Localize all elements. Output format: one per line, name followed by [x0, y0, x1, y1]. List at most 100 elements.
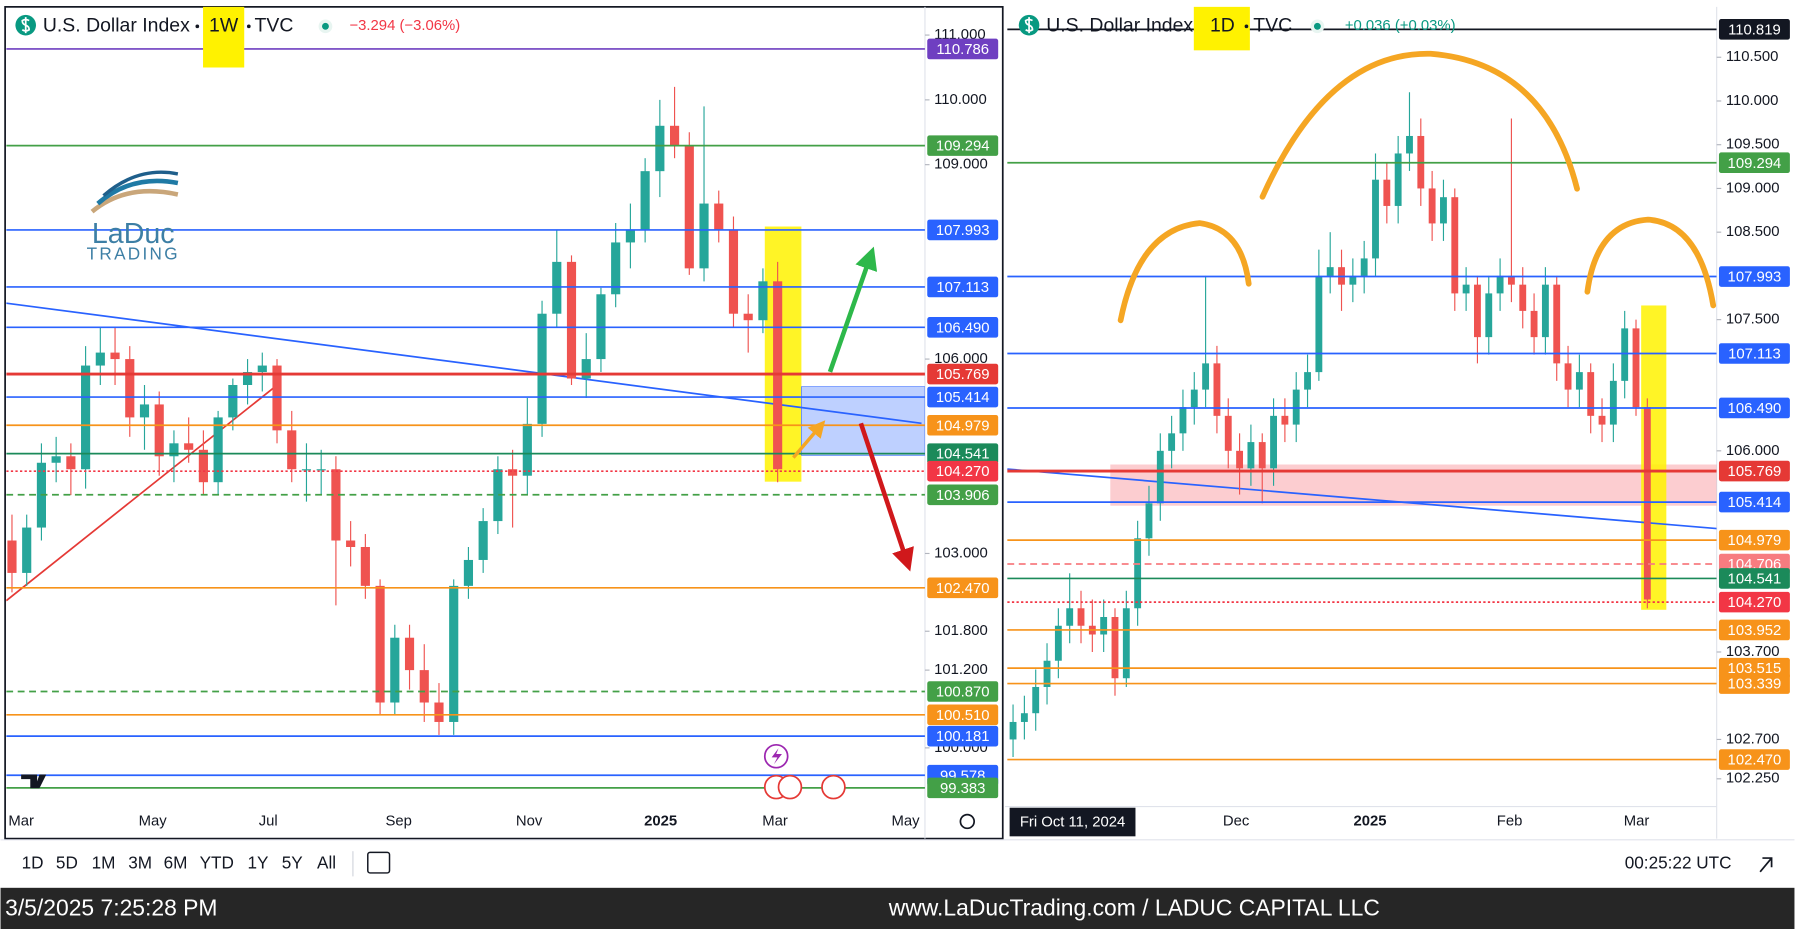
expand-icon[interactable]: [1759, 857, 1773, 873]
candle-body: [728, 229, 739, 314]
candle-body: [699, 203, 709, 269]
candle-body: [1032, 686, 1040, 714]
y-tick-label: 110.000: [934, 92, 987, 108]
candle-body: [1451, 197, 1459, 294]
candle-body: [110, 352, 120, 360]
status-dot: [1313, 22, 1321, 30]
range-button[interactable]: 6M: [164, 852, 188, 872]
candle-body: [154, 404, 164, 457]
symbol-icon: [21, 17, 30, 34]
x-tick-label: 2025: [1353, 813, 1386, 829]
price-tag: [1718, 266, 1790, 287]
price-tag: [927, 386, 999, 408]
price-tag: [927, 681, 999, 702]
candle-body: [95, 352, 105, 366]
price-tag-label: 103.515: [1728, 661, 1782, 677]
price-tag-label: 109.294: [936, 139, 990, 155]
price-tag-label: 103.952: [1728, 623, 1782, 639]
right-header: U.S. Dollar Index 1D TVC +0.036 (+0.03%): [1018, 6, 1456, 51]
event-icon: [771, 748, 782, 765]
y-tick-label: 103.700: [1726, 644, 1780, 660]
candle-body: [1564, 363, 1572, 390]
price-tag-label: 104.979: [936, 418, 990, 434]
candle-body: [1236, 450, 1244, 469]
left-header: U.S. Dollar Index 1W TVC −3.294 (−3.06%): [15, 6, 460, 68]
interval[interactable]: 1W: [209, 14, 239, 36]
price-tag-label: 107.113: [1728, 347, 1781, 363]
candle-body: [1111, 617, 1119, 679]
range-button[interactable]: 5D: [56, 852, 78, 872]
price-tag: [927, 135, 999, 156]
flag-icon[interactable]: [777, 774, 803, 800]
range-button[interactable]: 1D: [22, 852, 44, 872]
logo-name: LaDuc: [92, 218, 175, 250]
candle-body: [640, 171, 650, 230]
price-tag: [927, 443, 999, 464]
flag-icon[interactable]: [821, 774, 846, 800]
range-button[interactable]: All: [317, 852, 336, 872]
candle-body: [213, 417, 223, 483]
candle-body: [1519, 284, 1527, 311]
candle-body: [1462, 284, 1470, 294]
x-tick-label: 2025: [644, 813, 677, 829]
candle-body: [1270, 415, 1277, 469]
head-arc: [1259, 50, 1580, 200]
candle-body: [684, 145, 694, 269]
candle-body: [493, 469, 503, 522]
candle-body: [1632, 328, 1640, 408]
price-tag-label: 107.993: [936, 223, 990, 239]
interval-highlight: [1193, 6, 1250, 51]
candle-body: [611, 242, 621, 295]
candle-body: [257, 365, 267, 373]
price-tag-label: 104.541: [1728, 572, 1782, 588]
candle-body: [1428, 188, 1436, 224]
candle-body: [1474, 284, 1481, 338]
up-arrow: [827, 246, 878, 373]
y-tick-label: 106.000: [934, 351, 988, 367]
crosshair-date: Fri Oct 11, 2024: [1020, 815, 1125, 831]
price-tag: [927, 704, 999, 726]
trend-line: [6, 386, 276, 602]
candle-body: [1043, 660, 1051, 687]
calendar-icon[interactable]: [367, 851, 391, 874]
x-tick-label: May: [139, 813, 168, 829]
candle-body: [463, 559, 474, 586]
price-tag: [927, 414, 999, 436]
x-tick-label: Nov: [516, 813, 543, 829]
candle-body: [1122, 608, 1130, 679]
candle-body: [1530, 310, 1538, 338]
logo-tagline: TRADING: [87, 244, 180, 264]
y-tick-label: 103.000: [934, 545, 988, 561]
source: TVC: [255, 14, 294, 36]
candle-body: [1179, 407, 1187, 434]
candle-body: [1394, 153, 1402, 206]
candle-body: [316, 469, 326, 471]
price-tag: [1718, 619, 1790, 641]
price-tag-label: 104.541: [936, 447, 990, 463]
candle-body: [1643, 407, 1651, 600]
range-button[interactable]: YTD: [200, 852, 234, 872]
range-button[interactable]: 3M: [128, 852, 152, 872]
price-tag-label: 99.383: [940, 781, 985, 797]
range-button[interactable]: 1Y: [247, 852, 269, 872]
down-arrow: [858, 422, 914, 572]
candle-body: [1406, 135, 1413, 154]
candle-body: [1485, 293, 1493, 338]
status-dot: [322, 22, 329, 30]
candle-body: [1077, 608, 1085, 626]
candle-body: [1541, 284, 1549, 338]
symbol: U.S. Dollar Index: [43, 14, 190, 36]
interval[interactable]: 1D: [1210, 14, 1235, 36]
y-tick-label: 102.700: [1726, 731, 1780, 747]
candle-body: [1621, 328, 1629, 381]
range-button[interactable]: 1M: [92, 852, 116, 872]
range-button[interactable]: 5Y: [282, 852, 304, 872]
site: www.LaDucTrading.com / LADUC CAPITAL LLC: [888, 895, 1380, 921]
settings-icon[interactable]: [959, 813, 976, 830]
price-tag: [1718, 568, 1790, 589]
candle-body: [7, 540, 17, 573]
price-tag: [1718, 343, 1790, 364]
price-tag: [927, 317, 999, 338]
price-tag-label: 110.819: [1728, 22, 1781, 38]
candle-body: [1009, 721, 1017, 740]
